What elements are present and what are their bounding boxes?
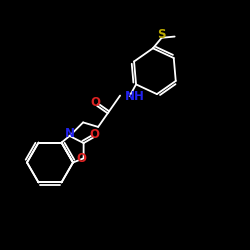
Text: O: O	[90, 128, 100, 141]
Text: O: O	[76, 152, 86, 165]
Text: NH: NH	[125, 90, 145, 103]
Text: O: O	[90, 96, 100, 109]
Text: S: S	[158, 28, 166, 41]
Text: N: N	[64, 128, 74, 140]
